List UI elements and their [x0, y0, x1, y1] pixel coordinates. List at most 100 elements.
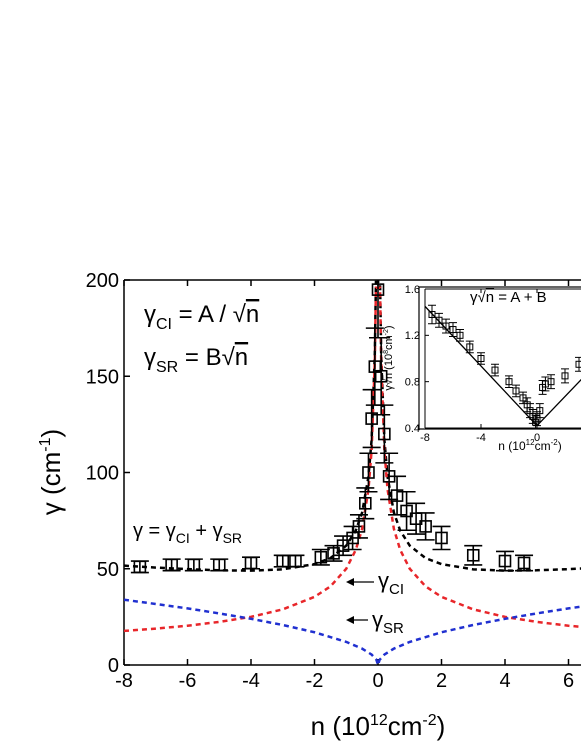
error-bar	[388, 475, 407, 516]
error-bar	[435, 312, 443, 328]
error-bar	[512, 384, 520, 398]
error-bar	[442, 318, 450, 334]
inset-x-label: n (1012cm-2)	[498, 438, 561, 453]
x-tick-label: 0	[372, 670, 383, 692]
ci-formula: γCI = A / √n	[144, 301, 259, 333]
error-bar	[541, 376, 550, 392]
data-point	[491, 366, 499, 374]
data-point	[400, 504, 413, 518]
error-bar	[432, 525, 451, 551]
y-tick-label: 0.8	[405, 377, 420, 389]
data-point	[517, 556, 531, 570]
error-bar	[456, 329, 464, 342]
inset-plot: -8-4040.40.81.21.6	[405, 284, 581, 444]
x-tick-label: -8	[115, 670, 133, 692]
data-point	[547, 378, 555, 386]
x-tick-label: 0	[534, 432, 540, 444]
data-point	[352, 520, 366, 533]
x-tick-label: 4	[499, 670, 510, 692]
data-point	[371, 283, 385, 296]
curve	[124, 598, 581, 665]
data-point	[477, 355, 485, 362]
data-point	[365, 412, 378, 425]
arrowhead	[346, 578, 354, 586]
data-point	[289, 554, 302, 568]
data-point	[133, 560, 147, 574]
data-point	[575, 360, 581, 368]
inset-y-label: γ√n (108cm-2)	[383, 325, 395, 390]
data-point	[336, 539, 350, 552]
annotations: γCI = A / √n γSR = B√n γ = γCI + γSR γCI…	[133, 301, 404, 637]
error-bar	[519, 391, 527, 405]
main-plot: -8 -6 -4 -2 0 2 4 6 0 50 100 150 200	[86, 270, 581, 692]
data-point	[390, 489, 404, 502]
x-tick-label: 6	[563, 670, 574, 692]
data-point	[244, 556, 258, 570]
data-point	[187, 558, 201, 572]
arrowhead	[346, 616, 354, 624]
y-tick-label: 200	[86, 270, 119, 292]
error-bar	[416, 512, 435, 541]
data-point	[428, 310, 436, 318]
y-tick-label: 0	[108, 655, 119, 677]
plot-area	[124, 280, 581, 665]
error-bar	[561, 368, 569, 384]
y-tick-label: 1.6	[405, 284, 420, 296]
y-tick-label: 0.4	[405, 423, 420, 435]
x-tick-label: -8	[420, 432, 430, 444]
error-bar	[428, 304, 436, 325]
error-bar	[505, 375, 513, 388]
error-bar	[356, 487, 375, 520]
y-tick-label: 100	[86, 463, 119, 485]
x-tick-label: -2	[306, 670, 324, 692]
x-tick-label: -4	[242, 670, 260, 692]
data-point	[368, 360, 382, 373]
sr-label: γSR	[372, 607, 404, 637]
error-bar	[407, 502, 426, 535]
data-point	[165, 558, 178, 572]
error-bar	[210, 558, 229, 572]
data-point	[466, 548, 480, 562]
sr-formula: γSR = B√n	[144, 344, 248, 376]
data-point	[358, 496, 372, 510]
error-bar	[491, 363, 499, 377]
error-bar	[334, 535, 353, 557]
inset-frame	[418, 286, 581, 430]
data-point	[561, 372, 569, 380]
data-point	[512, 387, 520, 395]
data-point	[374, 369, 388, 383]
y-tick-label: 150	[86, 366, 119, 388]
error-bar	[359, 452, 378, 493]
y-tick-label: 1.2	[405, 330, 420, 342]
ci-label: γCI	[378, 568, 404, 598]
y-axis-label: γ (cm-1)	[36, 429, 66, 515]
data-point	[276, 554, 290, 568]
data-point	[314, 550, 328, 564]
error-bar	[372, 336, 391, 416]
x-axis-label: n (1012cm-2)	[311, 711, 446, 741]
data-point	[435, 531, 448, 545]
inset-area	[424, 304, 581, 429]
error-bar	[477, 352, 485, 365]
data-point	[419, 520, 432, 533]
y-tick-label: 50	[97, 559, 119, 581]
data-point	[536, 407, 544, 415]
error-bar	[575, 356, 581, 372]
x-tick-label: 2	[436, 670, 447, 692]
data-point	[442, 322, 450, 330]
data-point	[435, 316, 443, 324]
data-point	[456, 331, 464, 339]
error-bar	[535, 403, 544, 419]
sum-formula: γ = γCI + γSR	[133, 520, 242, 546]
x-tick-label: -4	[476, 432, 486, 444]
error-bar	[465, 340, 474, 354]
error-bar	[547, 374, 555, 390]
data-point	[327, 547, 340, 560]
error-bar	[397, 490, 416, 532]
data-point	[533, 415, 541, 423]
data-point	[409, 512, 423, 526]
error-bar	[449, 322, 457, 337]
data-point	[378, 427, 391, 441]
data-point	[362, 466, 375, 479]
error-bar	[496, 550, 514, 572]
